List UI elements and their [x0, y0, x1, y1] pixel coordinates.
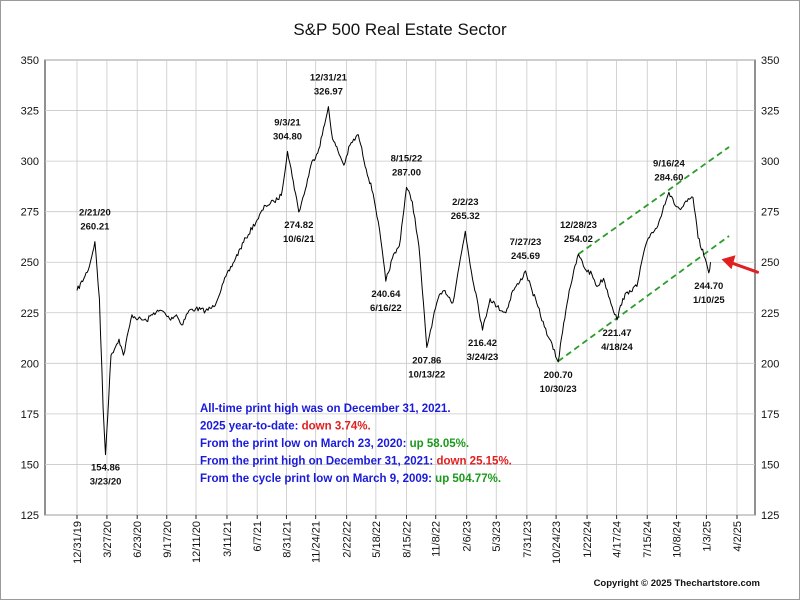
x-tick-label: 1/22/24	[582, 521, 594, 558]
annotation-value: 254.02	[564, 234, 593, 245]
y-tick-label-left: 175	[21, 409, 39, 421]
annotation-value: 287.00	[392, 167, 421, 178]
y-tick-label-left: 250	[21, 257, 39, 269]
x-tick-label: 3/27/20	[102, 521, 114, 558]
y-tick-label-right: 325	[761, 106, 779, 118]
y-tick-label-left: 125	[21, 510, 39, 522]
annotation-date: 10/6/21	[283, 234, 315, 245]
copyright-text: Copyright © 2025 Thechartstore.com	[593, 578, 760, 589]
y-tick-label-right: 350	[761, 55, 779, 67]
x-tick-label: 9/17/20	[162, 521, 174, 558]
x-tick-label: 4/2/25	[732, 521, 744, 552]
stats-line: From the print low on March 23, 2020: up…	[200, 438, 469, 450]
annotation-value: 240.64	[371, 289, 401, 300]
annotation-date: 10/13/22	[408, 369, 445, 380]
y-tick-label-left: 225	[21, 308, 39, 320]
x-tick-label: 2/22/22	[342, 521, 354, 558]
annotation-date: 2/21/20	[79, 208, 111, 219]
x-tick-label: 12/11/20	[191, 521, 203, 563]
annotation-value: 260.21	[80, 222, 110, 233]
y-tick-label-left: 350	[21, 55, 39, 67]
y-tick-label-right: 200	[761, 358, 779, 370]
annotation-value: 244.70	[694, 281, 723, 292]
x-tick-label: 6/23/20	[132, 521, 144, 558]
annotation-value: 274.82	[284, 220, 313, 231]
x-tick-label: 5/18/22	[371, 521, 383, 558]
x-tick-label: 11/24/21	[311, 521, 323, 563]
y-tick-label-right: 300	[761, 156, 779, 168]
stats-line: From the print high on December 31, 2021…	[200, 456, 512, 468]
chart-title: S&P 500 Real Estate Sector	[293, 20, 507, 39]
stats-line: From the cycle print low on March 9, 200…	[200, 473, 501, 485]
y-tick-label-left: 150	[21, 459, 39, 471]
x-tick-label: 7/31/23	[522, 521, 534, 558]
annotation-value: 207.86	[412, 355, 441, 366]
x-tick-label: 8/15/22	[401, 521, 413, 558]
plot-area	[44, 59, 756, 516]
x-tick-label: 5/3/23	[491, 521, 503, 552]
y-tick-label-right: 250	[761, 257, 779, 269]
annotation-date: 4/18/24	[601, 342, 633, 353]
x-tick-label: 10/24/23	[551, 521, 563, 564]
x-tick-label: 10/8/24	[671, 521, 683, 558]
red-arrow-shaft	[727, 260, 759, 274]
annotation-date: 2/2/23	[452, 197, 478, 208]
y-tick-label-right: 150	[761, 459, 779, 471]
y-tick-label-right: 125	[761, 510, 779, 522]
trend-channel-upper	[577, 146, 730, 255]
red-arrow-head	[721, 255, 736, 270]
annotation-date: 3/24/23	[467, 352, 499, 363]
annotation-date: 3/23/20	[90, 477, 122, 488]
annotation-value: 216.42	[468, 338, 497, 349]
y-tick-label-left: 275	[21, 207, 39, 219]
annotation-date: 7/27/23	[510, 237, 542, 248]
trend-channel-lower	[557, 235, 730, 363]
x-tick-label: 8/31/21	[281, 521, 293, 558]
y-tick-label-left: 325	[21, 106, 39, 118]
stats-segment: From the cycle print low on March 9, 200…	[200, 473, 435, 485]
x-tick-label: 3/11/21	[222, 521, 234, 557]
stats-segment: 2025 year-to-date:	[200, 421, 302, 433]
annotation-date: 12/31/21	[310, 73, 348, 84]
y-tick-label-left: 300	[21, 156, 39, 168]
annotation-date: 12/28/23	[560, 220, 597, 231]
stats-segment: From the print high on December 31, 2021…	[200, 456, 436, 468]
annotation-date: 10/30/23	[540, 384, 577, 395]
annotation-date: 1/10/25	[693, 295, 725, 306]
annotation-value: 245.69	[511, 251, 540, 262]
stats-line: 2025 year-to-date: down 3.74%.	[200, 421, 371, 433]
x-tick-label: 7/15/24	[642, 521, 654, 558]
annotation-date: 6/16/22	[370, 303, 402, 314]
stats-segment: All-time print high was on December 31, …	[200, 403, 451, 415]
annotation-value: 200.70	[544, 370, 573, 381]
x-tick-label: 1/3/25	[701, 521, 713, 552]
annotation-value: 326.97	[314, 87, 343, 98]
y-tick-label-left: 200	[21, 358, 39, 370]
annotation-date: 8/15/22	[391, 153, 423, 164]
y-tick-label-right: 225	[761, 308, 779, 320]
stats-segment: up 504.77%.	[435, 473, 501, 485]
annotation-date: 9/16/24	[653, 158, 685, 169]
x-tick-label: 4/17/24	[612, 521, 624, 558]
price-line	[76, 106, 711, 456]
annotation-value: 265.32	[451, 211, 480, 222]
stats-line: All-time print high was on December 31, …	[200, 403, 451, 415]
annotation-value: 221.47	[602, 328, 631, 339]
annotation-value: 284.60	[654, 172, 683, 183]
x-tick-label: 12/31/19	[72, 521, 84, 564]
x-tick-label: 6/7/21	[252, 521, 264, 552]
stats-segment: down 25.15%.	[436, 456, 511, 468]
y-tick-label-right: 275	[761, 207, 779, 219]
stats-segment: up 58.05%.	[410, 438, 469, 450]
stats-segment: From the print low on March 23, 2020:	[200, 438, 410, 450]
annotation-value: 304.80	[273, 131, 302, 142]
x-tick-label: 11/8/22	[431, 521, 443, 557]
y-tick-label-right: 175	[761, 409, 779, 421]
stats-segment: down 3.74%.	[302, 421, 371, 433]
x-tick-label: 2/6/23	[462, 521, 474, 552]
annotation-date: 9/3/21	[274, 117, 301, 128]
annotation-value: 154.86	[91, 463, 120, 474]
